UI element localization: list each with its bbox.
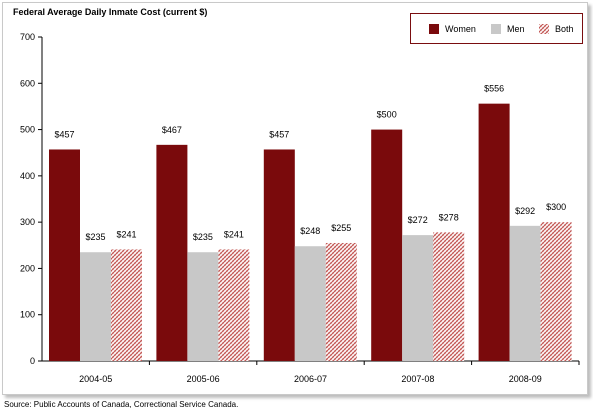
y-tick-label: 100: [20, 310, 35, 320]
bar-men-2004-05: [80, 252, 111, 361]
y-tick-label: 600: [20, 78, 35, 88]
data-label-women-2006-07: $457: [269, 129, 289, 139]
data-label-men-2006-07: $248: [300, 226, 320, 236]
data-label-both-2008-09: $300: [546, 202, 566, 212]
data-label-both-2004-05: $241: [116, 229, 136, 239]
data-label-women-2008-09: $556: [484, 84, 504, 94]
chart-title: Federal Average Daily Inmate Cost (curre…: [13, 7, 208, 17]
chart-frame: Federal Average Daily Inmate Cost (curre…: [2, 2, 588, 395]
y-tick-label: 700: [20, 32, 35, 42]
y-tick-label: 300: [20, 217, 35, 227]
bar-men-2005-06: [187, 252, 219, 361]
bar-women-2007-08: [371, 129, 403, 361]
data-label-women-2007-08: $500: [377, 110, 397, 120]
bar-men-2007-08: [402, 235, 434, 361]
data-label-men-2007-08: $272: [408, 215, 428, 225]
data-label-women-2004-05: $457: [54, 129, 74, 139]
legend-label-men: Men: [507, 24, 525, 34]
bar-both-2005-06: [218, 249, 250, 361]
legend-label-women: Women: [445, 24, 476, 34]
data-label-both-2005-06: $241: [224, 229, 244, 239]
bar-women-2006-07: [263, 149, 295, 361]
x-tick-label: 2006-07: [294, 374, 327, 384]
legend: Women Men Both: [410, 13, 583, 44]
bar-both-2004-05: [111, 249, 142, 361]
data-label-both-2007-08: $278: [439, 212, 459, 222]
source-note: Source: Public Accounts of Canada, Corre…: [4, 400, 239, 409]
legend-swatch-both: [539, 24, 549, 34]
bar-both-2008-09: [540, 222, 572, 361]
data-label-men-2005-06: $235: [193, 232, 213, 242]
bar-chart: 0 100 200 300 400 500 600 700 2004-05 2005-06 2006…: [20, 32, 580, 384]
data-labels: $457 $235 $241 $467 $235 $241 $457 $248 $255 $500…: [54, 84, 566, 243]
y-tick-label: 500: [20, 125, 35, 135]
data-label-men-2008-09: $292: [515, 206, 535, 216]
y-tick-label: 200: [20, 263, 35, 273]
y-tick-label: 0: [30, 356, 35, 366]
bar-men-2008-09: [509, 225, 541, 361]
y-tick-label: 400: [20, 171, 35, 181]
x-tick-label: 2007-08: [401, 374, 434, 384]
bar-women-2005-06: [156, 144, 188, 361]
bar-both-2006-07: [325, 242, 357, 361]
legend-swatch-men: [491, 24, 501, 34]
x-tick-label: 2008-09: [509, 374, 542, 384]
legend-label-both: Both: [555, 24, 574, 34]
bars: [49, 103, 572, 361]
x-tick-label: 2005-06: [187, 374, 220, 384]
x-tick-label: 2004-05: [79, 374, 112, 384]
bar-both-2007-08: [433, 232, 465, 361]
bar-men-2006-07: [294, 246, 326, 361]
data-label-men-2004-05: $235: [85, 232, 105, 242]
data-label-both-2006-07: $255: [331, 223, 351, 233]
bar-women-2004-05: [49, 149, 80, 361]
bar-women-2008-09: [478, 103, 510, 361]
data-label-women-2005-06: $467: [162, 125, 182, 135]
legend-swatch-women: [429, 24, 439, 34]
